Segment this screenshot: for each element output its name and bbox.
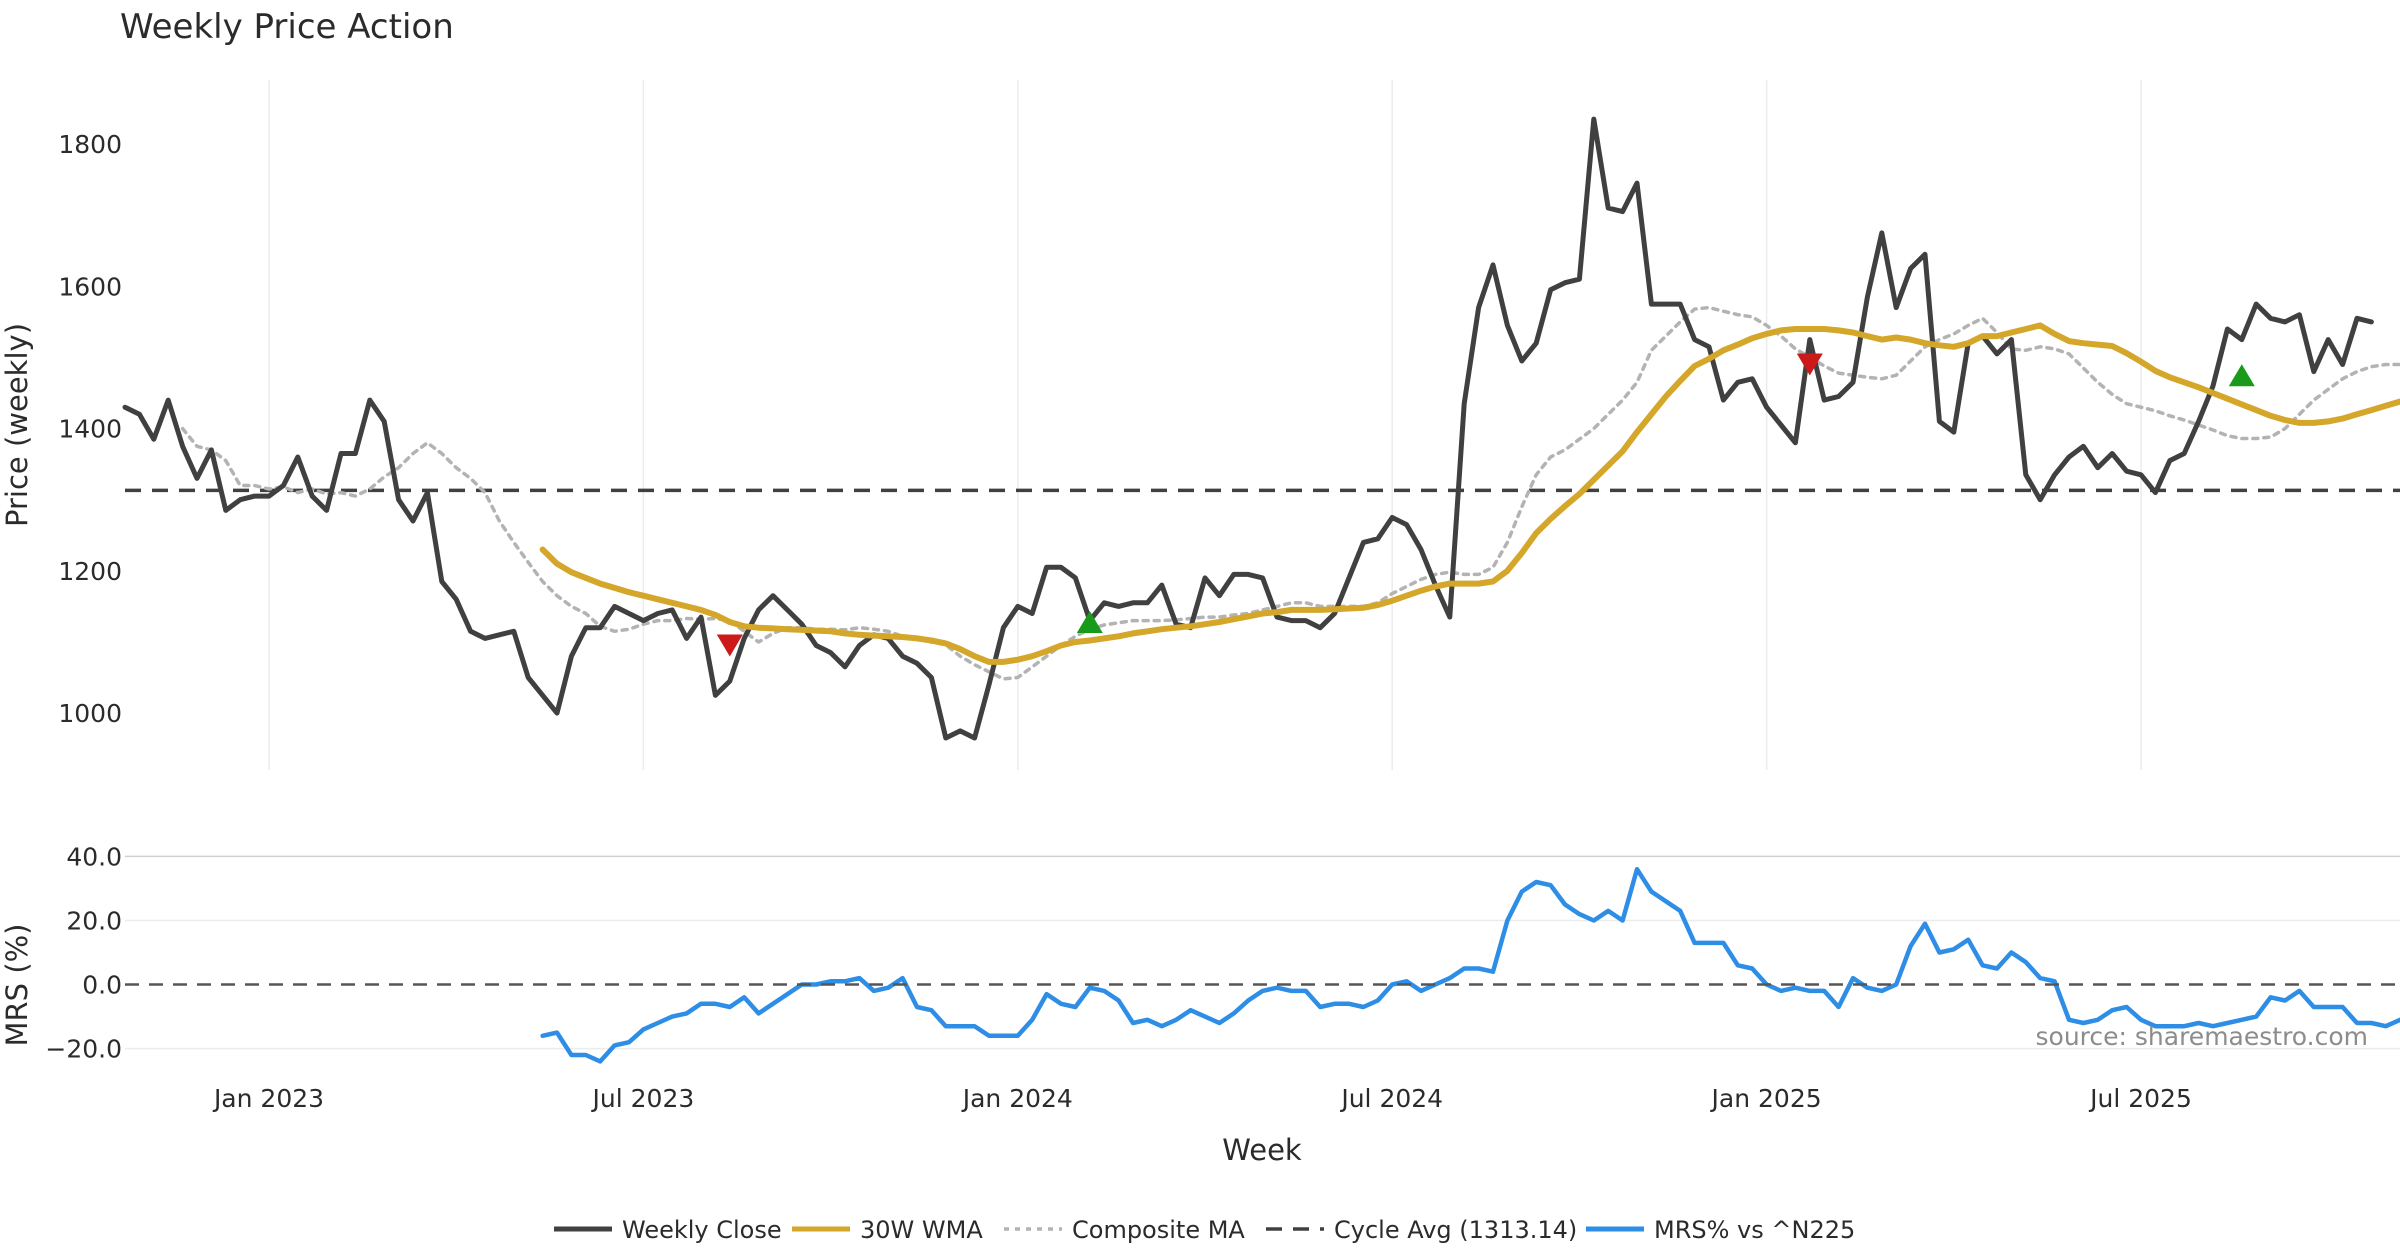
sell-signal-marker-1 xyxy=(716,634,743,657)
x-tick-jul-2025: Jul 2025 xyxy=(2088,1084,2192,1113)
mrs-grid xyxy=(125,855,2400,1050)
x-tick-jan-2023: Jan 2023 xyxy=(212,1084,324,1113)
price-y-tick-1800: 1800 xyxy=(58,130,122,159)
price-y-ticks: 1000 1200 1400 1600 1800 xyxy=(58,130,122,728)
mrs-y-tick-20-0: −20.0 xyxy=(45,1035,122,1064)
price-grid xyxy=(268,80,2142,770)
price-y-tick-1000: 1000 xyxy=(58,699,122,728)
mrs-axis-title: MRS (%) xyxy=(0,924,34,1047)
x-tick-jul-2023: Jul 2023 xyxy=(591,1084,695,1113)
x-ticks: Jan 2023 Jul 2023 Jan 2024 Jul 2024 Jan 2025… xyxy=(212,1084,2192,1113)
legend-label-30w-wma: 30W WMA xyxy=(860,1216,983,1244)
legend: Weekly Close 30W WMA Composite MA Cycle Avg… xyxy=(554,1216,1855,1244)
buy-signal-marker-2 xyxy=(1076,611,1103,634)
legend-label-weekly-close: Weekly Close xyxy=(622,1216,782,1244)
buy-signal-marker-4 xyxy=(2228,364,2255,387)
series-weekly-close xyxy=(122,116,2374,741)
x-tick-jan-2025: Jan 2025 xyxy=(1710,1084,1822,1113)
legend-label-mrs-vs-n225: MRS% vs ^N225 xyxy=(1654,1216,1855,1244)
mrs-series xyxy=(125,866,2400,1064)
mrs-y-tick-0-0: 0.0 xyxy=(82,971,122,1000)
series-mrs-vs-n225 xyxy=(540,866,2400,1064)
mrs-y-tick-20-0: 20.0 xyxy=(66,906,122,935)
chart-title: Weekly Price Action xyxy=(120,7,454,47)
signal-markers xyxy=(716,353,2255,657)
series-composite-ma xyxy=(180,305,2400,681)
mrs-y-tick-40-0: 40.0 xyxy=(66,842,122,871)
price-y-tick-1400: 1400 xyxy=(58,415,122,444)
source-watermark: source: sharemaestro.com xyxy=(2036,1022,2369,1051)
price-axis-title: Price (weekly) xyxy=(0,323,34,527)
x-axis-title: Week xyxy=(1222,1133,1302,1167)
series-30w-wma xyxy=(539,322,2400,665)
price-y-tick-1600: 1600 xyxy=(58,272,122,301)
mrs-y-ticks: −20.0 0.0 20.0 40.0 xyxy=(45,842,122,1063)
sell-signal-marker-3 xyxy=(1796,353,1823,376)
price-y-tick-1200: 1200 xyxy=(58,557,122,586)
x-tick-jan-2024: Jan 2024 xyxy=(961,1084,1073,1113)
price-series xyxy=(122,116,2400,741)
legend-label-composite-ma: Composite MA xyxy=(1072,1216,1245,1244)
x-tick-jul-2024: Jul 2024 xyxy=(1339,1084,1443,1113)
legend-label-cycle-avg-1313-14: Cycle Avg (1313.14) xyxy=(1334,1216,1577,1244)
